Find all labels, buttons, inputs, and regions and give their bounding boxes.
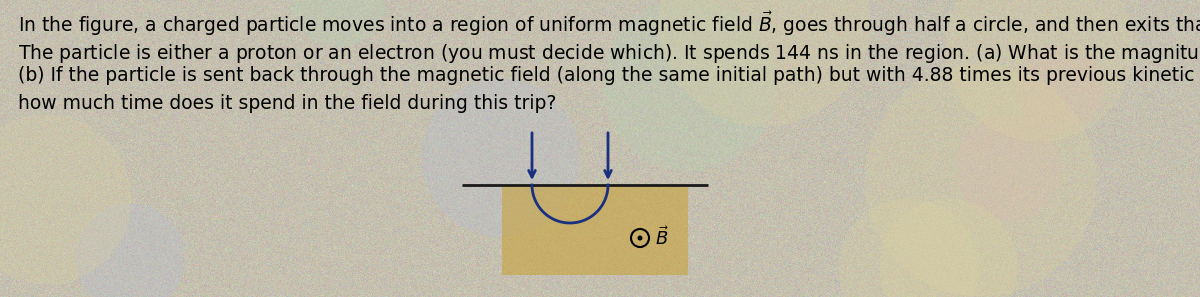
Text: The particle is either a proton or an electron (you must decide which). It spend: The particle is either a proton or an el…: [18, 38, 1200, 66]
Text: In the figure, a charged particle moves into a region of uniform magnetic field : In the figure, a charged particle moves …: [18, 10, 1200, 38]
Text: $\vec{B}$: $\vec{B}$: [655, 227, 670, 249]
Text: (b) If the particle is sent back through the magnetic field (along the same init: (b) If the particle is sent back through…: [18, 66, 1200, 85]
Circle shape: [637, 236, 642, 241]
Bar: [502, 185, 688, 275]
Text: how much time does it spend in the field during this trip?: how much time does it spend in the field…: [18, 94, 557, 113]
